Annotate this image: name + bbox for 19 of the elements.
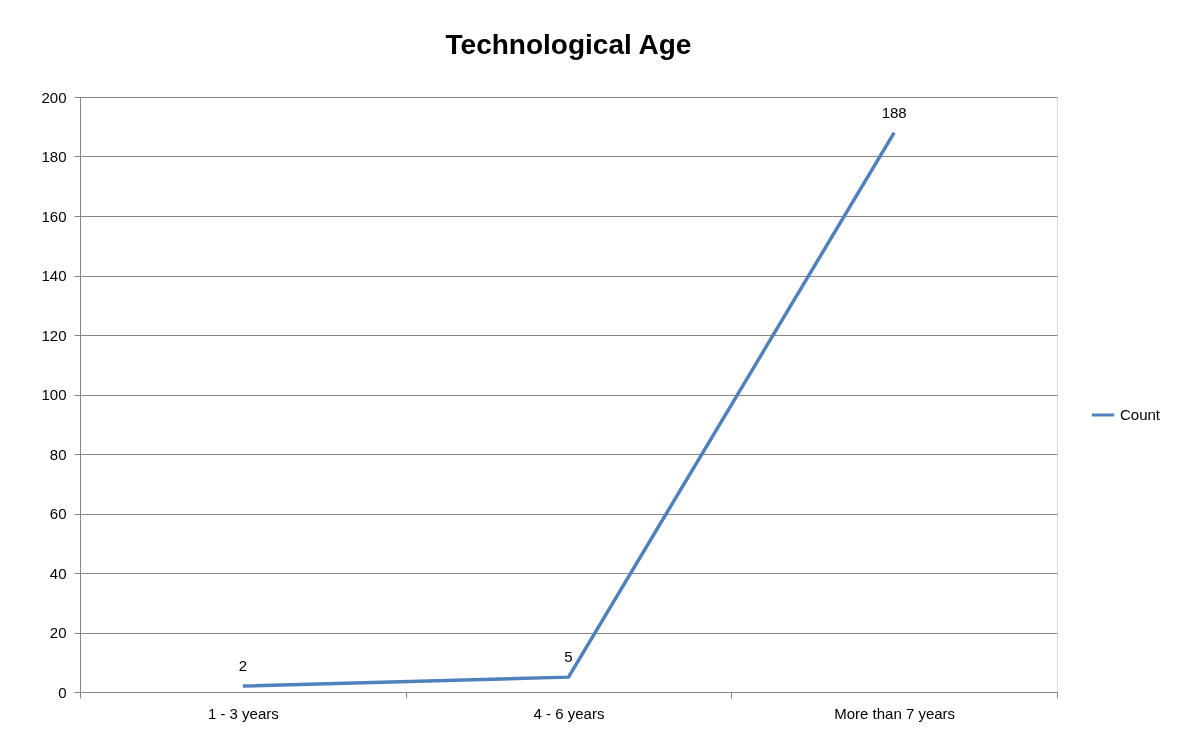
x-tick-label: 1 - 3 years — [207, 704, 279, 722]
y-tick-label: 120 — [41, 326, 67, 344]
y-tick-label: 160 — [41, 207, 67, 225]
y-tick-label: 100 — [41, 386, 67, 403]
y-tick-label: 200 — [41, 88, 67, 106]
data-label: 5 — [564, 648, 573, 666]
y-tick-label: 40 — [49, 564, 67, 582]
y-tick-label: 60 — [49, 505, 67, 522]
y-tick-label: 0 — [58, 683, 67, 701]
legend-label: Count — [1120, 406, 1161, 423]
y-tick-label: 140 — [41, 267, 67, 284]
data-label: 2 — [238, 657, 248, 675]
x-tick-label: More than 7 years — [834, 704, 956, 722]
y-tick-label: 180 — [41, 148, 67, 165]
chart-title: Technological Age — [445, 29, 692, 60]
x-tick-label: 4 - 6 years — [533, 704, 605, 722]
data-label: 188 — [881, 103, 907, 121]
y-tick-label: 20 — [49, 624, 67, 641]
y-tick-label: 80 — [49, 445, 67, 463]
